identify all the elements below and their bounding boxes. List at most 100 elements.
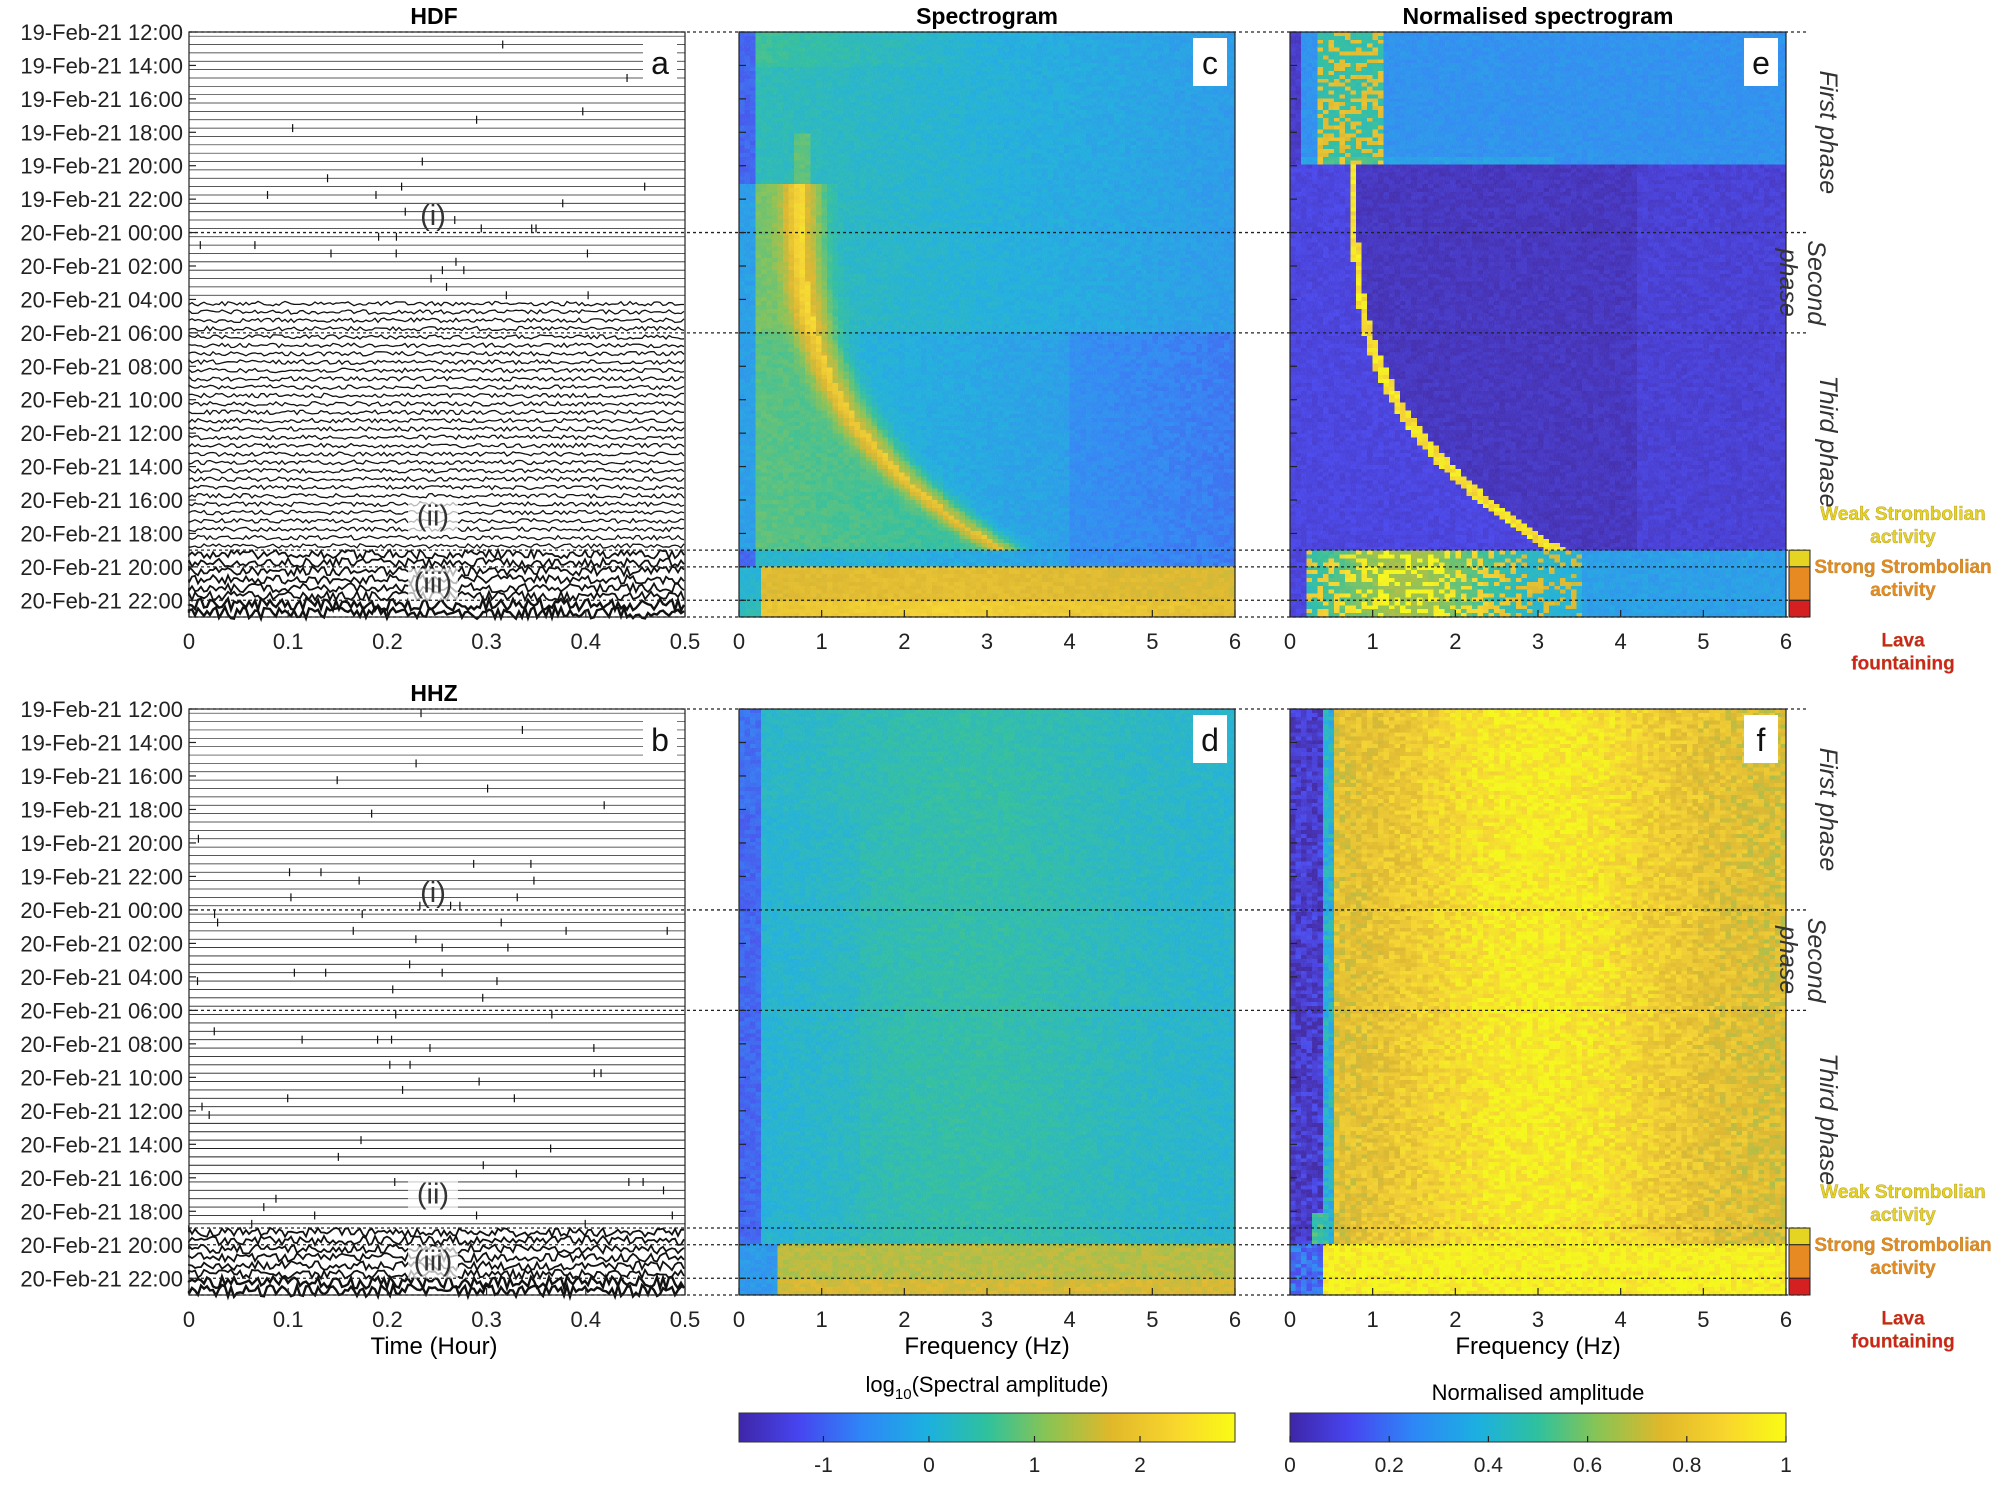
column-title-hdf: HDF [410,3,457,29]
phase-label-1: First phase [1814,70,1842,194]
panel-e: e0 1 2 3 4 5 6 [1284,32,1792,654]
column-title-hhz: HHZ [410,680,457,706]
phase-label-3: Third phase [1814,1053,1842,1185]
panel-a: a0 0.1 0.2 0.3 0.4 0.5(i)(ii)(iii) [183,32,700,654]
y-tick-label: 20-Feb-21 12:00 [20,1099,183,1124]
x-tick-label: 4 [1615,629,1627,654]
x-axis-label-time: Time (Hour) [370,1333,497,1360]
y-tick-label: 20-Feb-21 14:00 [20,455,183,480]
activity-box-2 [1789,567,1810,600]
y-tick-label: 20-Feb-21 18:00 [20,521,183,546]
x-tick-label: 2 [1449,629,1461,654]
y-tick-label: 19-Feb-21 18:00 [20,120,183,145]
activity-box-3 [1789,600,1810,617]
x-axis-label-frequency-f: Frequency (Hz) [1455,1333,1620,1360]
phase-label-3: Third phase [1814,375,1842,507]
x-tick-label: 1 [816,1307,828,1332]
x-tick-label: 1 [1367,1307,1379,1332]
x-tick-label: 0 [733,1307,745,1332]
y-tick-label: 20-Feb-21 04:00 [20,965,183,990]
activity-label-1: Weak Strombolian activity [1820,504,1985,548]
x-tick-label: 3 [1532,1307,1544,1332]
y-tick-label: 20-Feb-21 14:00 [20,1132,183,1157]
y-tick-label: 20-Feb-21 22:00 [20,588,183,613]
x-tick-label: 0.3 [471,629,502,654]
activity-legend-bottom: Weak Strombolian activity Strong Stromboli… [1789,1182,1992,1352]
x-axis-label-frequency-d: Frequency (Hz) [904,1333,1069,1360]
y-tick-label: 20-Feb-21 00:00 [20,221,183,246]
activity-box-1 [1789,550,1810,567]
panel-e-texture [1290,32,1786,617]
x-tick-label: 0.2 [372,629,403,654]
x-tick-label: 0 [183,629,195,654]
panel-f-texture [1290,709,1786,1295]
activity-legend-top: Weak Strombolian activity Strong Stromboli… [1789,504,1992,674]
x-tick-label: 3 [1532,629,1544,654]
x-tick-label: 5 [1146,629,1158,654]
x-tick-label: 0.4 [571,1307,602,1332]
colorbar-normalised [1290,1413,1786,1442]
y-tick-label: 19-Feb-21 16:00 [20,764,183,789]
x-tick-label: 0.5 [670,1307,701,1332]
y-tick-label: 20-Feb-21 06:00 [20,998,183,1023]
x-tick-label: 6 [1229,1307,1241,1332]
panel-d-letter: d [1201,722,1219,758]
x-tick-label: 3 [981,629,993,654]
x-tick-label: 0 [1284,629,1296,654]
panel-c: c0 1 2 3 4 5 6 [733,32,1241,654]
y-tick-label: 19-Feb-21 12:00 [20,697,183,722]
colorbar-label-normalised: Normalised amplitude [1432,1380,1645,1405]
annotation-3: (iii) [414,568,453,600]
y-tick-label: 20-Feb-21 08:00 [20,354,183,379]
colorbar-label-spectral: log10(Spectral amplitude) [866,1372,1109,1403]
y-tick-label: 20-Feb-21 02:00 [20,254,183,279]
x-tick-label: 0.5 [670,629,701,654]
activity-label-2: Strong Strombolian activity [1814,1235,1991,1279]
y-tick-label: 20-Feb-21 20:00 [20,1233,183,1258]
y-tick-label: 20-Feb-21 06:00 [20,321,183,346]
colorbar-tick-label: 1 [1029,1454,1041,1477]
x-tick-label: 0.2 [372,1307,403,1332]
x-tick-label: 4 [1064,1307,1076,1332]
y-tick-label: 20-Feb-21 00:00 [20,898,183,923]
annotation-3: (iii) [414,1246,453,1278]
y-tick-label: 20-Feb-21 12:00 [20,421,183,446]
y-tick-label: 19-Feb-21 22:00 [20,864,183,889]
y-tick-label: 19-Feb-21 20:00 [20,831,183,856]
panel-d-texture [739,709,1235,1295]
y-tick-label: 19-Feb-21 22:00 [20,187,183,212]
x-tick-label: 0.4 [571,629,602,654]
activity-box-2 [1789,1245,1810,1278]
activity-label-2: Strong Strombolian activity [1814,557,1991,601]
colorbar-tick-label: 0.4 [1474,1454,1504,1477]
annotation-2: (ii) [417,501,449,533]
y-tick-label: 20-Feb-21 20:00 [20,555,183,580]
x-tick-label: 0.1 [273,629,304,654]
activity-label-1: Weak Strombolian activity [1820,1182,1985,1226]
y-tick-label: 19-Feb-21 20:00 [20,154,183,179]
panel-a-letter: a [651,45,669,81]
column-title-normalised: Normalised spectrogram [1403,3,1674,29]
x-tick-label: 5 [1146,1307,1158,1332]
y-tick-label: 20-Feb-21 16:00 [20,488,183,513]
x-tick-label: 2 [898,1307,910,1332]
activity-label-3: Lava fountaining [1851,630,1954,674]
colorbar-tick-label: 0.6 [1573,1454,1602,1477]
y-tick-label: 19-Feb-21 14:00 [20,53,183,78]
panel-b: b0 0.1 0.2 0.3 0.4 0.5(i)(ii)(iii) [183,709,700,1332]
y-tick-label: 19-Feb-21 12:00 [20,20,183,45]
x-tick-label: 0 [733,629,745,654]
colorbar-spectral [739,1413,1235,1442]
y-tick-label: 20-Feb-21 08:00 [20,1032,183,1057]
x-tick-label: 0.1 [273,1307,304,1332]
y-tick-label: 20-Feb-21 10:00 [20,1065,183,1090]
x-tick-label: 0 [183,1307,195,1332]
phase-label-1: First phase [1814,748,1842,872]
column-title-spectrogram: Spectrogram [916,3,1058,29]
colorbar-tick-label: 0.8 [1672,1454,1701,1477]
x-tick-label: 0.3 [471,1307,502,1332]
y-tick-label: 20-Feb-21 04:00 [20,287,183,312]
colorbar-tick-label: 1 [1780,1454,1792,1477]
y-tick-label: 20-Feb-21 02:00 [20,931,183,956]
